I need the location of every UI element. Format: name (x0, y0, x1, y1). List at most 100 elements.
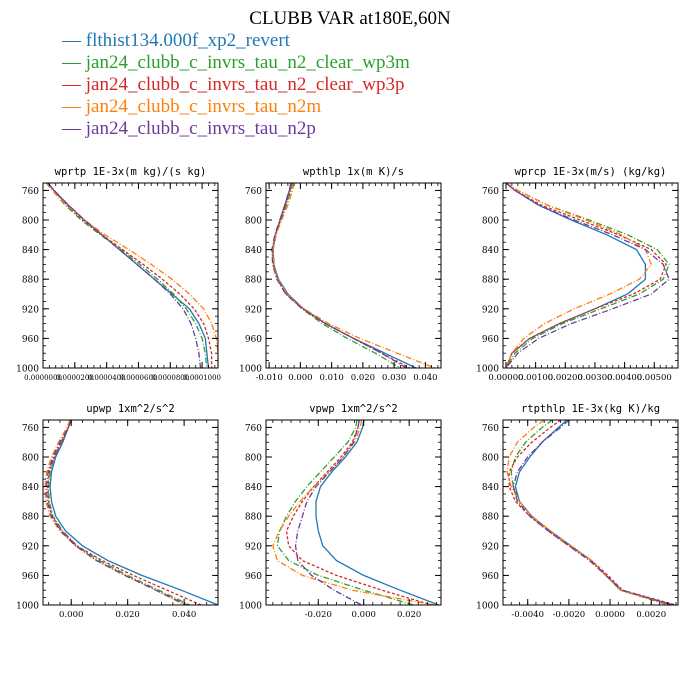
x-tick-label: 0.040 (413, 373, 437, 383)
panel: upwp 1xm^2/s^2 760 800 840 880 920 960 1000 0.00… (16, 403, 219, 620)
series-line (47, 183, 202, 368)
x-tick-label: 0.00400 (607, 373, 642, 383)
x-tick-label: 0.020 (397, 610, 421, 620)
legend-label: jan24_clubb_c_invrs_tau_n2_clear_wp3p (85, 74, 405, 95)
y-tick-label: 960 (482, 572, 499, 582)
plot-frame (265, 182, 442, 369)
series-line (271, 183, 411, 368)
panel-title: rtpthlp 1E-3x(kg K)/kg (521, 403, 660, 415)
y-tick-label: 840 (245, 246, 262, 256)
series-line (505, 183, 670, 368)
y-tick-label: 1000 (239, 602, 262, 612)
y-tick-label: 880 (245, 276, 262, 286)
y-tick-label: 840 (245, 483, 262, 493)
panel: wprtp 1E-3x(m kg)/(s kg) 760 800 840 880 920 9… (16, 166, 221, 382)
y-tick-label: 800 (22, 454, 39, 464)
x-tick-label: 0.00000 (488, 373, 523, 383)
x-tick-label: 0.000 (352, 610, 376, 620)
y-tick-label: 920 (482, 305, 499, 315)
y-tick-label: 840 (22, 483, 39, 493)
legend-label: jan24_clubb_c_invrs_tau_n2m (85, 96, 322, 117)
panel: rtpthlp 1E-3x(kg K)/kg 760 800 840 880 920 960… (476, 403, 679, 620)
x-tick-label: 0.0000 (595, 610, 625, 620)
series-line (45, 420, 188, 605)
x-tick-label: 0.0020 (636, 610, 666, 620)
plot-frame (502, 182, 679, 369)
legend: — flthist134.000f_xp2_revert — jan24_clu… (62, 30, 410, 140)
y-tick-label: 1000 (239, 365, 262, 375)
x-tick-label: 0.040 (172, 610, 196, 620)
x-tick-label: 0.00200 (548, 373, 583, 383)
series-line (272, 183, 436, 368)
legend-item: — jan24_clubb_c_invrs_tau_n2p (62, 118, 410, 140)
legend-dash: — (62, 52, 86, 73)
y-tick-label: 760 (22, 187, 39, 197)
y-tick-label: 880 (482, 276, 499, 286)
legend-item: — jan24_clubb_c_invrs_tau_n2m (62, 96, 410, 118)
series-line (271, 183, 407, 368)
series-line (514, 420, 675, 605)
y-tick-label: 760 (245, 187, 262, 197)
series-line (294, 420, 362, 605)
series-line (44, 420, 185, 605)
plot-frame (265, 419, 442, 606)
series-line (505, 183, 670, 368)
y-tick-label: 880 (245, 513, 262, 523)
y-tick-label: 960 (245, 572, 262, 582)
x-tick-label: 0.0000200 (56, 374, 94, 382)
y-tick-label: 920 (245, 542, 262, 552)
y-tick-label: 960 (22, 335, 39, 345)
x-tick-label: 0.020 (116, 610, 140, 620)
x-tick-label: 0.020 (351, 373, 375, 383)
series-line (45, 183, 208, 368)
x-tick-label: 0.0001000 (183, 374, 221, 382)
panel: wpthlp 1x(m K)/s 760 800 840 880 920 960 1000-0… (239, 166, 442, 383)
y-tick-label: 880 (22, 276, 39, 286)
series-line (512, 420, 672, 605)
x-tick-label: -0.020 (305, 610, 332, 620)
y-tick-label: 800 (22, 217, 39, 227)
series-line (49, 420, 218, 605)
legend-label: flthist134.000f_xp2_revert (85, 30, 290, 51)
x-tick-label: 0.0000800 (151, 374, 189, 382)
panel-title: upwp 1xm^2/s^2 (86, 403, 175, 415)
panel: wprcp 1E-3x(m/s) (kg/kg) 760 800 840 880 920 9… (476, 166, 679, 383)
y-tick-label: 840 (482, 483, 499, 493)
series-line (506, 420, 670, 605)
plot-frame (502, 419, 679, 606)
legend-label: jan24_clubb_c_invrs_tau_n2p (85, 118, 316, 139)
series-line (505, 183, 653, 368)
series-line (45, 183, 218, 368)
x-tick-label: 0.000 (59, 610, 83, 620)
series-line (505, 183, 647, 368)
legend-dash: — (62, 96, 86, 117)
y-tick-label: 760 (22, 424, 39, 434)
y-tick-label: 800 (482, 217, 499, 227)
legend-dash: — (62, 118, 86, 139)
series-line (47, 420, 191, 605)
y-tick-label: 840 (482, 246, 499, 256)
legend-dash: — (62, 30, 86, 51)
plot-frame (42, 182, 219, 369)
x-tick-label: 0.0000000 (24, 374, 62, 382)
x-tick-label: 0.030 (382, 373, 406, 383)
series-line (272, 420, 435, 605)
series-line (47, 420, 202, 605)
panel-title: vpwp 1xm^2/s^2 (309, 403, 398, 415)
y-tick-label: 1000 (476, 365, 499, 375)
series-line (272, 183, 417, 368)
legend-label: jan24_clubb_c_invrs_tau_n2_clear_wp3m (85, 52, 410, 73)
y-tick-label: 960 (245, 335, 262, 345)
figure-title: CLUBB VAR at180E,60N (249, 8, 451, 29)
x-tick-label: 0.000 (288, 373, 312, 383)
panel-title: wprtp 1E-3x(m kg)/(s kg) (55, 166, 207, 178)
y-tick-label: 880 (22, 513, 39, 523)
y-tick-label: 800 (245, 217, 262, 227)
panel-title: wprcp 1E-3x(m/s) (kg/kg) (515, 166, 667, 178)
series-line (510, 420, 668, 605)
y-tick-label: 760 (482, 187, 499, 197)
x-tick-label: -0.0020 (553, 610, 586, 620)
series-line (276, 420, 414, 605)
x-tick-label: 0.0000600 (120, 374, 158, 382)
